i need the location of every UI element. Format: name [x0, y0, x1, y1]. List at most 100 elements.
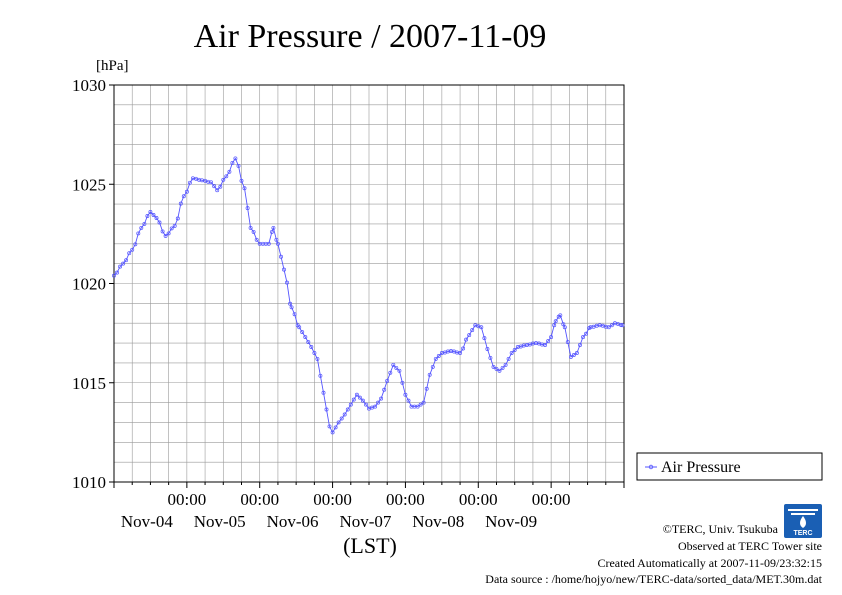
x-tick-date-label: Nov-08	[412, 512, 464, 531]
y-tick-label: 1030	[72, 76, 106, 95]
chart-title: Air Pressure / 2007-11-09	[194, 18, 547, 55]
terc-logo: TERC	[784, 504, 822, 538]
data-point	[436, 354, 441, 358]
data-point	[292, 312, 297, 317]
x-tick-time-label: 00:00	[532, 490, 571, 509]
data-point	[133, 242, 138, 247]
data-point	[546, 339, 551, 344]
data-point	[118, 264, 123, 269]
data-point	[172, 223, 177, 228]
y-tick-label: 1025	[72, 175, 106, 194]
data-point	[274, 237, 279, 242]
data-point	[571, 353, 576, 357]
legend-box	[636, 452, 823, 481]
legend-marker-swatch	[648, 464, 654, 470]
data-point	[279, 254, 283, 259]
y-tick-label: 1015	[72, 374, 106, 393]
data-point	[166, 231, 171, 236]
data-point	[373, 404, 378, 409]
plot-frame	[113, 84, 625, 483]
x-tick-date-label: Nov-09	[485, 512, 537, 531]
data-point	[224, 174, 229, 179]
data-point	[568, 354, 573, 359]
data-point	[470, 328, 475, 333]
x-axis-label: (LST)	[343, 533, 397, 558]
data-point	[379, 396, 384, 401]
data-point	[385, 378, 390, 383]
data-point	[382, 387, 387, 392]
data-point	[397, 368, 402, 373]
data-point	[269, 229, 274, 234]
data-point	[506, 356, 511, 361]
data-point	[357, 395, 362, 400]
data-point	[151, 213, 156, 217]
data-point	[245, 206, 250, 211]
data-point	[321, 390, 326, 395]
data-point	[236, 163, 241, 168]
data-point	[403, 392, 408, 397]
data-point	[606, 325, 611, 330]
data-point	[479, 325, 484, 330]
data-point	[218, 184, 223, 189]
data-point	[242, 186, 247, 191]
data-point	[609, 323, 614, 328]
data-point	[160, 229, 165, 234]
x-tick-time-label: 00:00	[240, 490, 279, 509]
data-point	[209, 180, 214, 185]
data-point	[181, 194, 186, 199]
y-tick-label: 1020	[72, 275, 106, 294]
data-point	[139, 225, 144, 230]
data-point	[339, 416, 344, 421]
data-point	[254, 237, 259, 242]
data-point	[400, 380, 405, 385]
data-point	[187, 180, 192, 185]
y-axis-ticks: 1030 1025 1020 1015 1010	[72, 76, 114, 492]
data-point	[239, 178, 244, 183]
data-point	[169, 226, 174, 231]
data-point	[584, 331, 589, 336]
data-point	[543, 343, 548, 347]
copyright-text: ©TERC, Univ. Tsukuba	[663, 522, 779, 536]
data-point	[342, 412, 347, 417]
data-point	[430, 364, 435, 369]
series-line	[113, 157, 623, 434]
data-point	[574, 351, 579, 355]
data-point	[549, 335, 554, 340]
data-point	[558, 313, 563, 318]
data-point	[306, 340, 311, 345]
y-tick-label: 1010	[72, 473, 106, 492]
x-tick-time-label: 00:00	[313, 490, 352, 509]
series-air-pressure	[112, 156, 625, 435]
data-point	[391, 362, 396, 367]
data-point	[154, 216, 159, 220]
data-point	[312, 351, 317, 355]
data-point	[433, 356, 438, 361]
data-point	[145, 214, 150, 218]
data-point	[285, 280, 289, 285]
data-point	[124, 258, 129, 263]
data-point	[251, 229, 256, 234]
data-point	[578, 343, 582, 347]
data-point	[178, 201, 183, 206]
data-point	[620, 323, 625, 328]
observed-text: Observed at TERC Tower site	[678, 539, 822, 553]
grid-lines	[114, 85, 624, 482]
data-point	[562, 325, 567, 330]
data-point	[157, 220, 162, 225]
data-point	[288, 301, 293, 306]
data-point	[275, 241, 280, 246]
data-point	[351, 397, 356, 402]
data-point	[497, 368, 502, 373]
data-point	[336, 420, 341, 425]
data-point	[175, 216, 180, 221]
legend: Air Pressure	[636, 452, 823, 481]
data-point	[303, 335, 308, 340]
data-point	[315, 356, 320, 361]
data-point	[289, 305, 294, 310]
data-point	[212, 184, 217, 189]
data-point	[500, 365, 505, 370]
data-point	[318, 373, 323, 378]
data-point	[221, 177, 226, 182]
data-point	[184, 189, 189, 194]
